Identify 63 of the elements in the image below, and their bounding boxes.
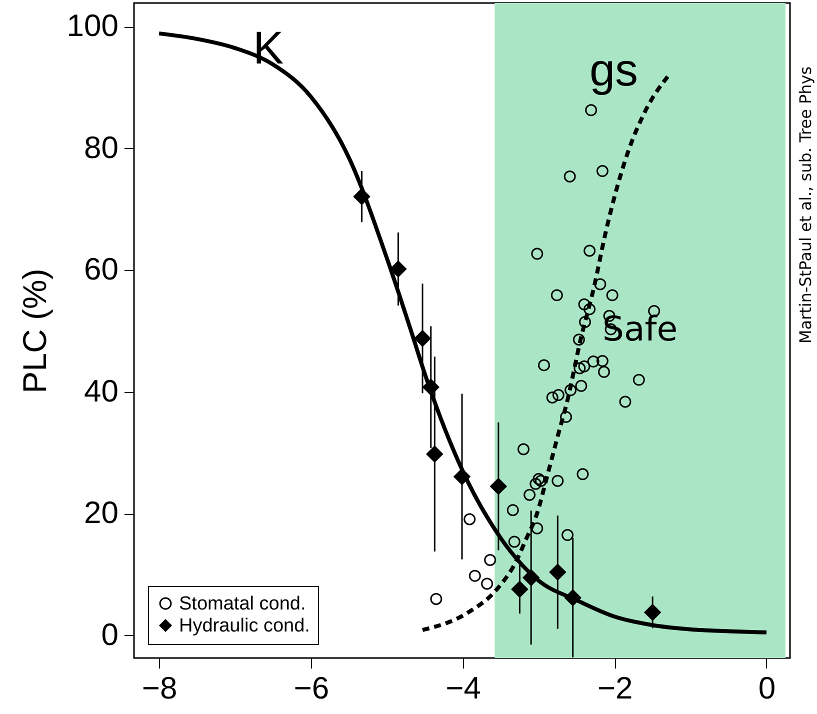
y-tick-label: 100 <box>66 8 118 44</box>
band-label: Safe <box>602 310 678 350</box>
point <box>430 592 442 605</box>
x-tick-label: 0 <box>758 670 776 706</box>
point <box>508 536 520 548</box>
point <box>596 165 608 177</box>
point <box>531 522 544 534</box>
point <box>606 289 618 302</box>
point <box>390 260 407 278</box>
point <box>426 446 443 462</box>
point <box>585 104 598 116</box>
point <box>578 360 590 372</box>
x-tick-label: −6 <box>294 670 330 706</box>
point <box>574 362 586 374</box>
legend-label: Hydraulic cond. <box>179 616 310 636</box>
series-label: K <box>253 21 284 74</box>
x-tick-label: −4 <box>446 670 481 706</box>
x-tick-label: −2 <box>597 670 633 706</box>
y-tick-label: 80 <box>84 130 118 165</box>
point <box>584 244 596 257</box>
point <box>552 474 564 487</box>
point <box>414 330 431 347</box>
point <box>549 564 566 580</box>
point <box>490 478 507 495</box>
point <box>511 580 528 598</box>
point <box>518 443 530 456</box>
point <box>596 354 608 367</box>
point <box>619 396 632 408</box>
point <box>560 410 572 423</box>
point <box>484 554 496 566</box>
point <box>546 391 558 404</box>
point <box>587 356 600 368</box>
point <box>644 604 661 621</box>
x-tick-label: −8 <box>142 670 178 706</box>
point <box>576 468 589 480</box>
y-tick-label: 60 <box>84 252 118 287</box>
point <box>550 289 563 302</box>
point <box>632 374 645 386</box>
point <box>524 488 536 501</box>
point <box>481 578 494 590</box>
point <box>564 384 577 396</box>
point <box>584 303 596 316</box>
y-axis-title: PLC (%) <box>16 268 53 394</box>
point <box>578 298 590 310</box>
point <box>564 170 576 182</box>
point <box>530 478 542 490</box>
point <box>468 570 481 582</box>
y-tick-label: 0 <box>101 616 118 652</box>
point <box>594 278 606 290</box>
point <box>464 513 476 526</box>
point <box>572 334 585 346</box>
point <box>579 316 591 328</box>
point <box>575 380 588 392</box>
point <box>531 248 544 260</box>
text: Martin-StPaul et al., sub. Tree Phys <box>796 66 815 344</box>
legend-label: Stomatal cond. <box>179 594 306 614</box>
point <box>552 389 564 402</box>
point <box>598 366 610 378</box>
y-tick-label: 20 <box>84 495 118 530</box>
point <box>506 504 519 516</box>
series-label: gs <box>589 44 638 96</box>
point <box>538 359 550 372</box>
y-tick-label: 40 <box>84 373 118 408</box>
